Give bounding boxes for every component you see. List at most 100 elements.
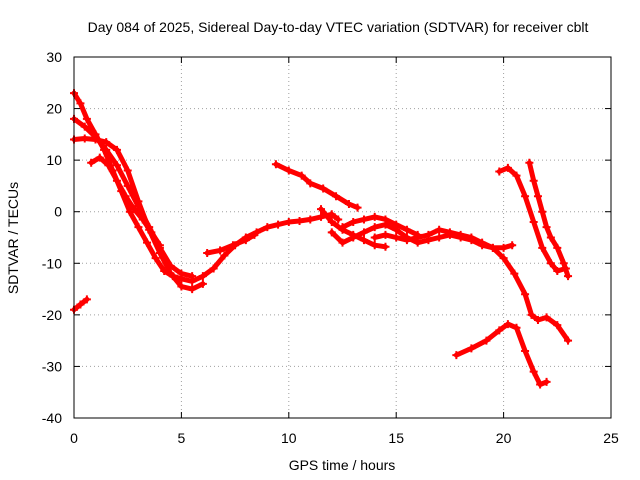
data-point	[495, 326, 504, 335]
data-point	[203, 248, 212, 257]
data-point	[241, 236, 250, 245]
data-point	[359, 215, 368, 224]
data-point	[130, 205, 139, 214]
data-point	[402, 236, 411, 245]
data-point	[151, 254, 160, 263]
x-tick-label: 0	[70, 430, 78, 446]
data-point	[529, 176, 538, 185]
data-point	[121, 192, 130, 201]
data-point	[112, 161, 121, 170]
data-point	[112, 176, 121, 185]
data-point	[76, 99, 85, 108]
data-point	[80, 122, 89, 131]
data-point	[327, 228, 336, 237]
data-point	[188, 285, 197, 294]
data-point	[435, 225, 444, 234]
data-point	[338, 238, 347, 247]
data-point	[143, 238, 152, 247]
data-point	[284, 218, 293, 227]
y-tick-label: -30	[42, 358, 62, 374]
x-tick-label: 15	[388, 430, 404, 446]
data-point	[456, 230, 465, 239]
data-point	[134, 197, 143, 206]
data-point	[91, 135, 100, 144]
data-point	[542, 377, 551, 386]
data-point	[370, 212, 379, 221]
data-point	[499, 254, 508, 263]
chart-title: Day 084 of 2025, Sidereal Day-to-day VTE…	[88, 19, 589, 35]
series-arc-11	[370, 225, 573, 345]
plot-frame	[73, 56, 612, 419]
data-point	[125, 207, 134, 216]
data-point	[155, 248, 164, 257]
data-point	[198, 279, 207, 288]
data-point	[138, 215, 147, 224]
data-point	[508, 241, 517, 250]
data-point	[512, 323, 521, 332]
x-tick-label: 20	[496, 430, 512, 446]
data-point	[521, 346, 530, 355]
data-point	[349, 233, 358, 242]
data-point	[538, 243, 547, 252]
data-point	[297, 171, 306, 180]
data-point	[529, 218, 538, 227]
data-point	[327, 218, 336, 227]
data-point	[274, 220, 283, 229]
y-tick-label: -10	[42, 255, 62, 271]
data-point	[424, 230, 433, 239]
data-point	[359, 236, 368, 245]
data-point	[370, 241, 379, 250]
gridlines	[74, 57, 611, 418]
series-arc-6	[203, 230, 259, 257]
y-axis-label: SDTVAR / TECUs	[5, 182, 21, 294]
series-line	[71, 116, 195, 279]
data-point	[478, 238, 487, 247]
x-tick-label: 5	[178, 430, 186, 446]
series-arc-4	[70, 134, 207, 294]
data-point	[370, 223, 379, 232]
data-point	[381, 230, 390, 239]
data-point	[564, 272, 573, 281]
y-tick-label: 30	[46, 49, 62, 65]
data-point	[209, 264, 218, 273]
y-tick-label: -20	[42, 307, 62, 323]
data-point	[349, 218, 358, 227]
data-point	[112, 145, 121, 154]
data-point	[488, 243, 497, 252]
data-point	[402, 225, 411, 234]
data-point	[359, 228, 368, 237]
data-point	[87, 158, 96, 167]
data-point	[104, 161, 113, 170]
data-point	[521, 290, 530, 299]
data-point	[542, 223, 551, 232]
axis-ticks: 0 5 10 15 20 25 -40 -30 -20 -10 0 10 20 30	[42, 49, 619, 446]
data-point	[495, 167, 504, 176]
data-point	[220, 251, 229, 260]
data-point	[521, 192, 530, 201]
data-point	[553, 267, 562, 276]
data-point	[338, 223, 347, 232]
data-point	[553, 243, 562, 252]
data-point	[76, 300, 85, 309]
data-point	[467, 233, 476, 242]
data-point	[134, 223, 143, 232]
data-point	[177, 282, 186, 291]
y-tick-label: 10	[46, 152, 62, 168]
data-point	[306, 179, 315, 188]
x-axis-label: GPS time / hours	[289, 457, 396, 473]
data-point	[271, 160, 280, 169]
data-point	[306, 215, 315, 224]
data-point	[344, 199, 353, 208]
data-point	[317, 205, 326, 214]
data-point	[512, 171, 521, 180]
data-point	[353, 203, 362, 212]
y-tick-label: 0	[54, 204, 62, 220]
data-point	[413, 233, 422, 242]
data-point	[317, 212, 326, 221]
data-point	[332, 192, 341, 201]
x-tick-label: 10	[281, 430, 297, 446]
series-arc-12	[452, 320, 551, 389]
data-point	[155, 241, 164, 250]
series-arc-9	[338, 212, 422, 239]
